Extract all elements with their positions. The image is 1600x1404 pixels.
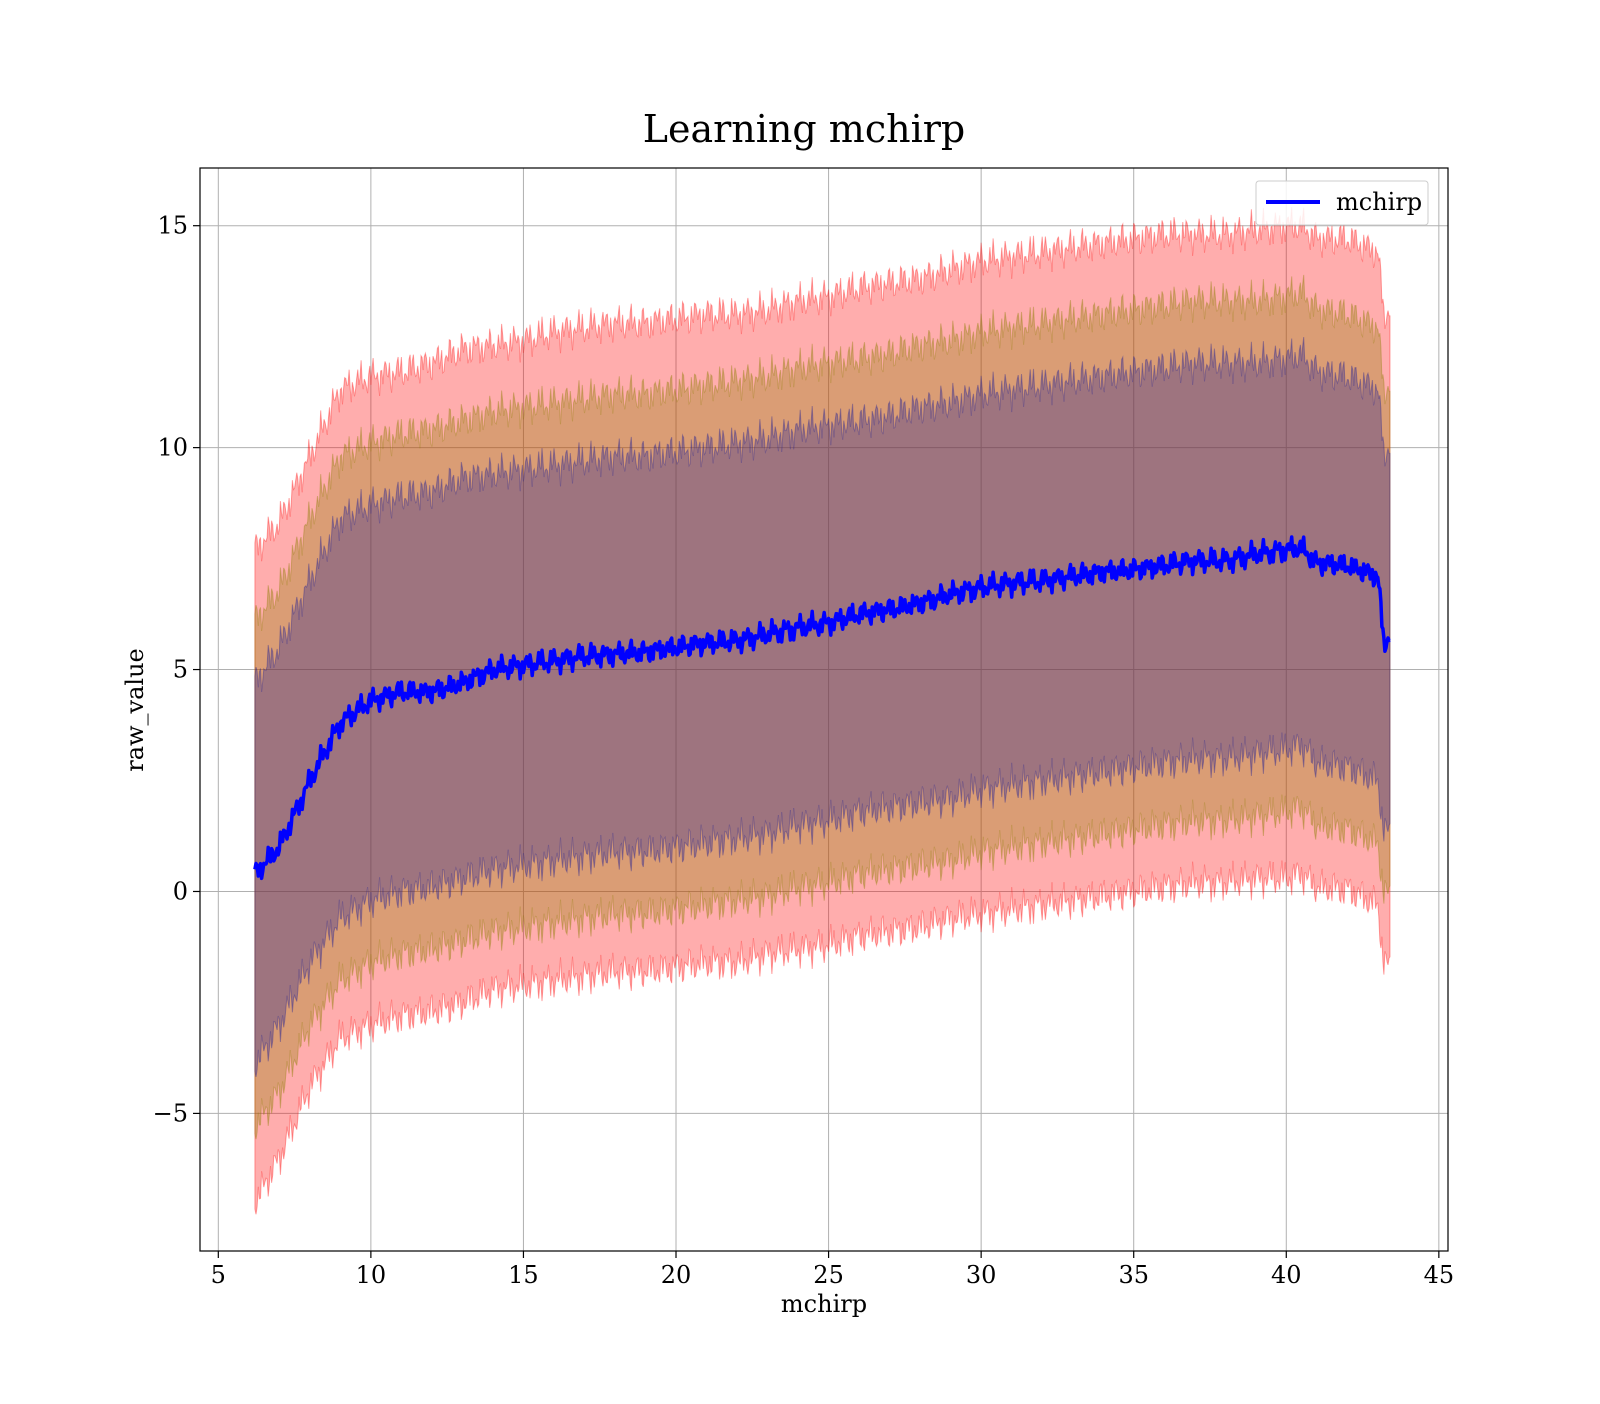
bands [254, 206, 1391, 1215]
confidence-band-1 [254, 206, 1391, 1215]
x-tick-label: 15 [508, 1261, 539, 1289]
legend: mchirp [1255, 180, 1429, 226]
legend-label-mchirp: mchirp [1336, 188, 1422, 216]
x-tick-label: 25 [813, 1261, 844, 1289]
y-tick-label: 5 [173, 656, 188, 684]
x-tick-label: 45 [1424, 1261, 1455, 1289]
y-axis-label: raw_value [121, 648, 149, 772]
x-tick-label: 20 [661, 1261, 692, 1289]
confidence-band-2 [254, 274, 1391, 1140]
ticks: 5 10 15 20 25 30 35 40 45 −5 0 5 10 15 [153, 212, 1455, 1289]
x-tick-label: 30 [966, 1261, 997, 1289]
x-tick-label: 35 [1118, 1261, 1149, 1289]
x-tick-label: 5 [211, 1261, 226, 1289]
x-tick-label: 40 [1271, 1261, 1302, 1289]
grid [200, 168, 1448, 1251]
y-tick-label: 10 [157, 434, 188, 462]
series-lines [253, 535, 1391, 881]
y-tick-label: −5 [153, 1099, 188, 1127]
y-tick-label: 15 [157, 212, 188, 240]
chart-title: Learning mchirp [643, 107, 965, 151]
y-tick-label: 0 [173, 877, 188, 905]
plot-frame [199, 167, 1449, 1252]
confidence-band-3 [254, 337, 1391, 1077]
x-tick-label: 10 [356, 1261, 387, 1289]
series-line-mchirp [253, 535, 1391, 881]
legend-box [1255, 180, 1429, 226]
x-axis-label: mchirp [781, 1290, 867, 1318]
